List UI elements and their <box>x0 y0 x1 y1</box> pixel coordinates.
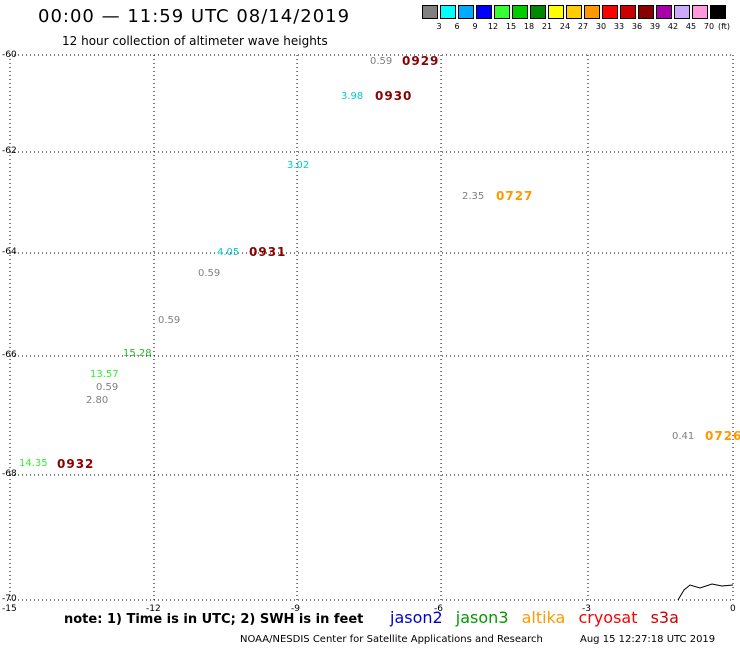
legend-label: 21 <box>541 22 553 31</box>
lat-tick: -70 <box>2 594 17 604</box>
lon-tick: -12 <box>146 604 161 614</box>
legend-swatch <box>476 5 492 19</box>
legend-label: 70 <box>703 22 715 31</box>
legend-label: 36 <box>631 22 643 31</box>
pass-time-label: 0727 <box>496 189 534 203</box>
legend-swatch <box>512 5 528 19</box>
wave-height-value: 14.35 <box>19 458 48 469</box>
legend-label: 42 <box>667 22 679 31</box>
map-title: 00:00 — 11:59 UTC 08/14/2019 <box>38 6 351 27</box>
units-note: note: 1) Time is in UTC; 2) SWH is in fe… <box>64 612 364 627</box>
legend-swatch <box>440 5 456 19</box>
pass-time-label: 0929 <box>402 54 440 68</box>
wave-height-value: 4.05 <box>217 247 240 258</box>
legend-swatch <box>494 5 510 19</box>
wave-height-value: 13.57 <box>90 369 119 380</box>
legend-swatch <box>692 5 708 19</box>
lon-tick: 0 <box>730 604 736 614</box>
wave-height-value: 2.80 <box>86 395 109 406</box>
legend-label: 24 <box>559 22 571 31</box>
lon-tick: -15 <box>2 604 17 614</box>
lat-tick: -60 <box>2 50 17 60</box>
legend-label: 9 <box>472 22 478 31</box>
wave-height-value: 0.59 <box>370 56 393 67</box>
wave-height-value: 15.28 <box>123 348 152 359</box>
legend-label: 39 <box>649 22 661 31</box>
legend-swatch <box>458 5 474 19</box>
pass-time-label: 0931 <box>249 245 287 259</box>
wave-height-value: 3.98 <box>341 91 364 102</box>
legend-swatch <box>530 5 546 19</box>
pass-time-label: 0930 <box>375 89 413 103</box>
satellite-name: jason3 <box>455 608 509 627</box>
legend-label: 18 <box>523 22 535 31</box>
legend-swatch <box>638 5 654 19</box>
legend-swatch <box>710 5 726 19</box>
lon-tick: -6 <box>434 604 443 614</box>
lon-tick: -3 <box>582 604 591 614</box>
legend-label: 45 <box>685 22 697 31</box>
lat-tick: -64 <box>2 247 17 257</box>
lat-tick: -68 <box>2 469 17 479</box>
satellite-name: altika <box>521 608 566 627</box>
pass-time-label: 0932 <box>57 457 95 471</box>
wave-height-value: 2.35 <box>462 191 485 202</box>
legend-swatch <box>422 5 438 19</box>
legend-swatch <box>656 5 672 19</box>
legend-label: 15 <box>505 22 517 31</box>
wave-height-value: 0.59 <box>96 382 119 393</box>
wave-height-value: 3.02 <box>287 160 310 171</box>
satellite-name: jason2 <box>390 608 443 627</box>
satellite-legend: jason2 jason3 altika cryosat s3a <box>390 608 687 627</box>
credit-line: NOAA/NESDIS Center for Satellite Applica… <box>240 634 543 645</box>
satellite-name: s3a <box>650 608 679 627</box>
legend-swatch <box>620 5 636 19</box>
wave-height-value: 0.41 <box>672 431 695 442</box>
legend-label: 30 <box>595 22 607 31</box>
pass-time-label: 0726 <box>705 429 740 443</box>
legend-label: 6 <box>454 22 460 31</box>
satellite-name: cryosat <box>578 608 638 627</box>
map-subtitle: 12 hour collection of altimeter wave hei… <box>62 34 328 48</box>
generation-timestamp: Aug 15 12:27:18 UTC 2019 <box>580 634 716 645</box>
wave-height-value: 0.59 <box>158 315 181 326</box>
wave-height-value: 0.59 <box>198 268 221 279</box>
legend-swatch <box>602 5 618 19</box>
lat-tick: -66 <box>2 350 17 360</box>
coastline <box>677 583 734 601</box>
legend-label: 12 <box>487 22 499 31</box>
legend-label: 33 <box>613 22 625 31</box>
lat-tick: -62 <box>2 146 17 156</box>
lon-tick: -9 <box>291 604 300 614</box>
legend-label: 27 <box>577 22 589 31</box>
legend-swatch <box>674 5 690 19</box>
legend-swatch <box>548 5 564 19</box>
legend-unit: (ft) <box>718 22 731 31</box>
legend-label: 3 <box>436 22 442 31</box>
legend-swatch <box>566 5 582 19</box>
legend-swatch <box>584 5 600 19</box>
